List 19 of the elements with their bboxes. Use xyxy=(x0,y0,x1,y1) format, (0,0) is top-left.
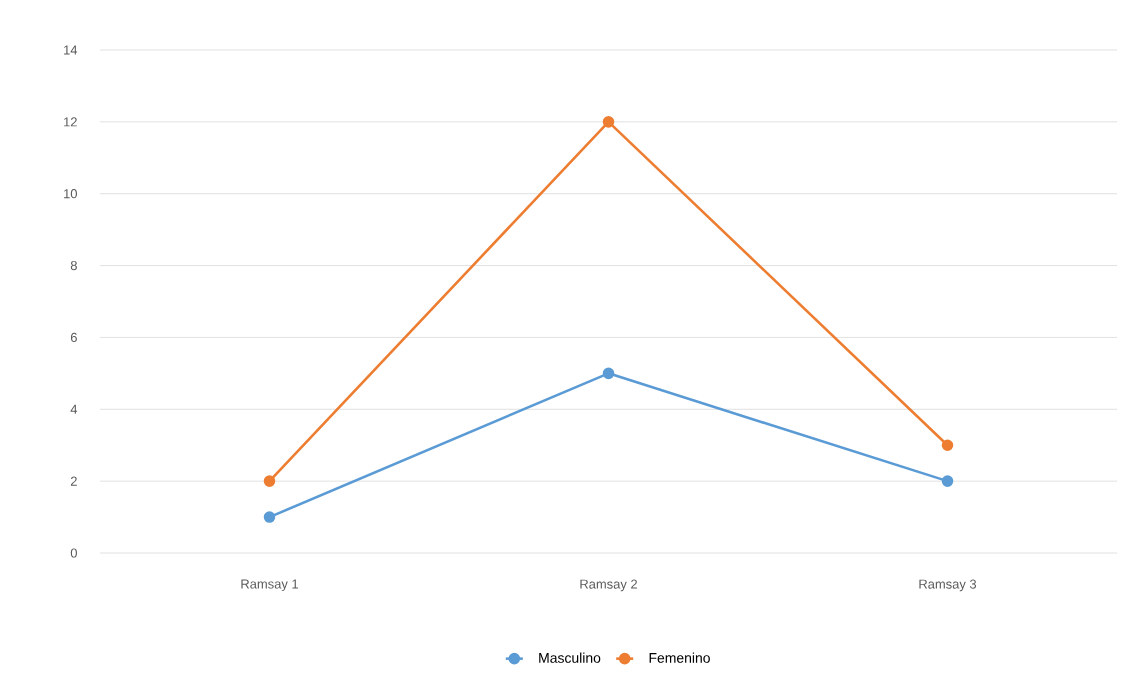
y-tick-label: 2 xyxy=(70,476,77,486)
y-tick-label: 10 xyxy=(64,189,77,199)
y-tick-label: 14 xyxy=(64,45,78,55)
y-tick-label: 4 xyxy=(70,404,78,414)
legend-label: Masculino xyxy=(539,652,601,663)
y-tick-label: 12 xyxy=(64,117,77,127)
x-tick-label: Ramsay 3 xyxy=(919,579,977,592)
point xyxy=(941,439,954,451)
point xyxy=(941,475,954,487)
point xyxy=(263,511,276,523)
y-tick-label: 6 xyxy=(70,332,77,343)
x-tick-label: Ramsay 2 xyxy=(580,579,637,592)
point xyxy=(602,367,615,380)
y-tick-label: 8 xyxy=(70,260,77,271)
y-tick-label: 0 xyxy=(70,548,77,558)
point xyxy=(602,116,615,128)
point xyxy=(263,475,276,487)
x-tick-label: Ramsay 1 xyxy=(241,579,299,592)
legend-label: Femenino xyxy=(649,652,710,663)
